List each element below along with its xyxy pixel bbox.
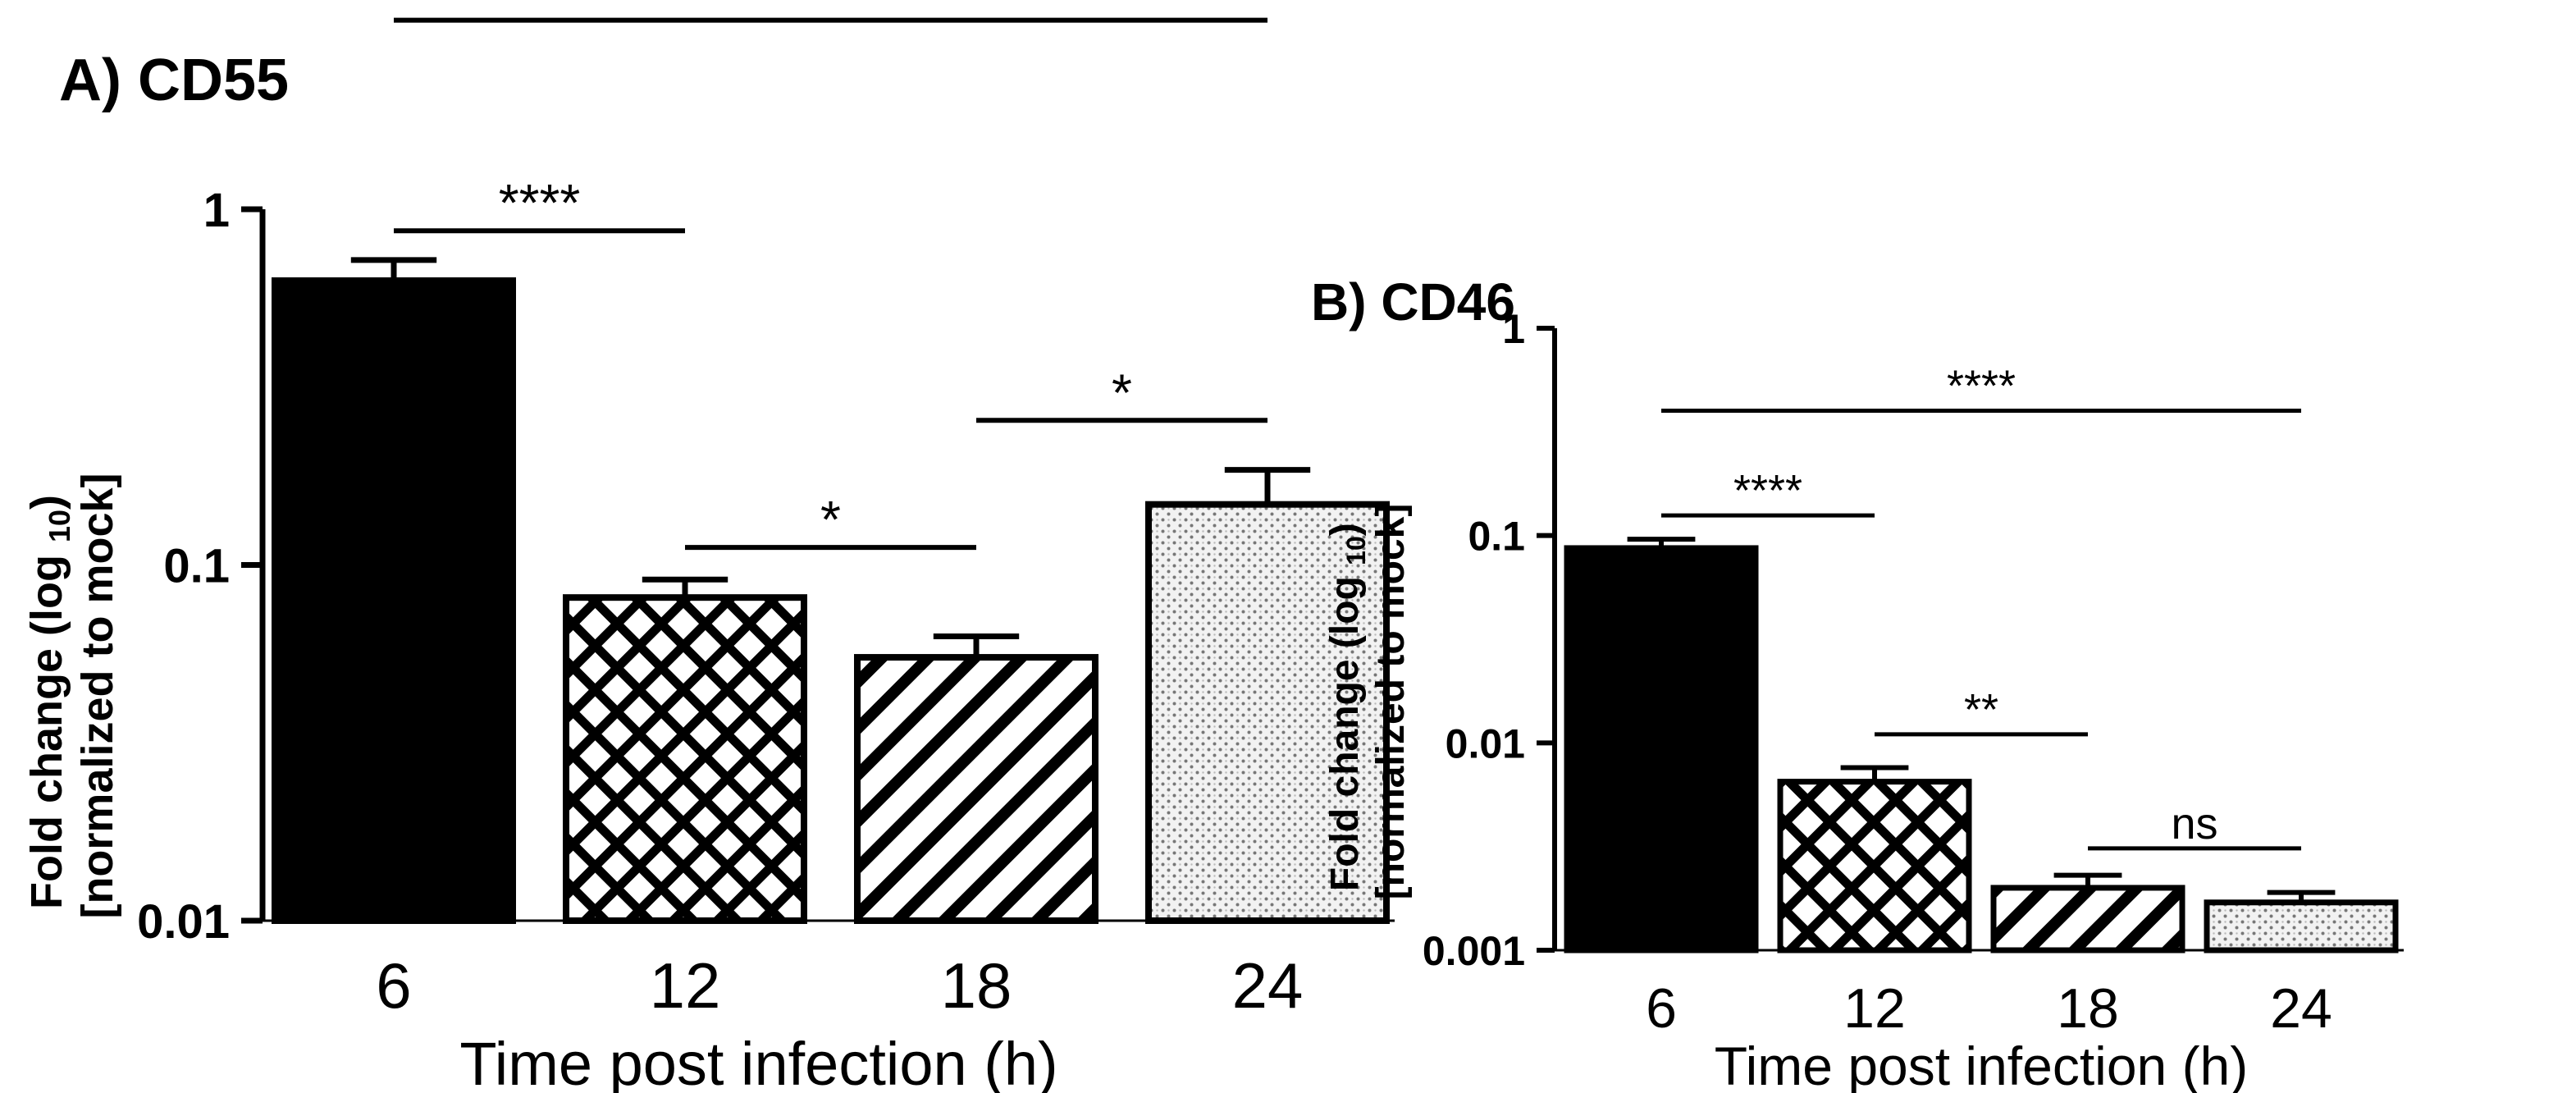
panel-a-bar-6	[272, 277, 516, 924]
panel-b-title: B) CD46	[1311, 272, 1515, 332]
panel-b-significance-label-3: ns	[2171, 799, 2217, 848]
panel-a-significance-label-2: *	[820, 490, 841, 549]
panel-b-y-tick-label-0: 0.001	[1423, 928, 1525, 974]
panel-a-significance-label-1: ****	[499, 173, 581, 232]
panel-b-x-tick-label-12: 12	[1843, 977, 1906, 1040]
panel-a-y-axis-label-line2: [normalized to mock]	[73, 473, 122, 918]
panel-b-y-axis-label: Fold change (log 10) [normalized to mock…	[1323, 504, 1413, 900]
panel-a-significance-label-0: ****	[790, 0, 872, 22]
panel-b-cd46: B) CD46 Fold change (log 10) [normalized…	[1311, 272, 2404, 1093]
panel-b-y-tick-label-2: 0.1	[1468, 514, 1525, 560]
panel-b-bar-6	[1564, 545, 1759, 954]
panel-b-significance-label-1: ****	[1733, 466, 1802, 515]
panel-a-x-tick-label-24: 24	[1232, 949, 1304, 1022]
panel-a-x-tick-label-18: 18	[941, 949, 1012, 1022]
panel-b-bar-24	[2204, 899, 2399, 954]
panel-a-y-axis-label: Fold change (log 10) [normalized to mock…	[22, 473, 122, 918]
panel-a-y-tick-label-0: 0.01	[137, 895, 230, 949]
panel-b-y-tick-label-1: 0.01	[1446, 720, 1525, 766]
panel-a-y-tick-label-1: 0.1	[163, 539, 230, 592]
panel-b-x-tick-label-18: 18	[2057, 977, 2119, 1040]
panel-a-x-tick-label-6: 6	[376, 949, 411, 1022]
panel-b-x-tick-label-24: 24	[2270, 977, 2332, 1040]
panel-a-y-tick-label-2: 1	[203, 184, 230, 237]
panel-a-x-axis-label: Time post infection (h)	[459, 1030, 1057, 1093]
panel-a-y-axis-label-line1: Fold change (log 10)	[22, 495, 76, 909]
panel-b-bar-18	[1990, 885, 2185, 954]
panel-a-significance-label-3: *	[1112, 363, 1132, 422]
panel-a-x-tick-label-12: 12	[650, 949, 721, 1022]
panel-a-bar-18	[854, 654, 1098, 925]
panel-b-x-axis-label: Time post infection (h)	[1715, 1036, 2248, 1093]
panel-b-bar-12	[1777, 779, 1972, 954]
panel-a-bar-12	[563, 594, 807, 924]
panel-b-y-axis-label-line1: Fold change (log 10)	[1323, 523, 1371, 891]
panel-a-bar-24	[1145, 501, 1390, 924]
panel-b-x-tick-label-6: 6	[1646, 977, 1677, 1040]
panel-b-significance-label-2: **	[1964, 685, 1998, 734]
panel-b-y-axis-label-line2: [normalized to mock]	[1369, 504, 1413, 900]
panel-a-title: A) CD55	[59, 48, 289, 113]
panel-b-significance-label-0: ****	[1947, 362, 2016, 411]
panel-b-y-tick-label-3: 1	[1502, 306, 1525, 352]
panel-a-cd55: A) CD55 Fold change (log 10) [normalized…	[22, 0, 1395, 1093]
